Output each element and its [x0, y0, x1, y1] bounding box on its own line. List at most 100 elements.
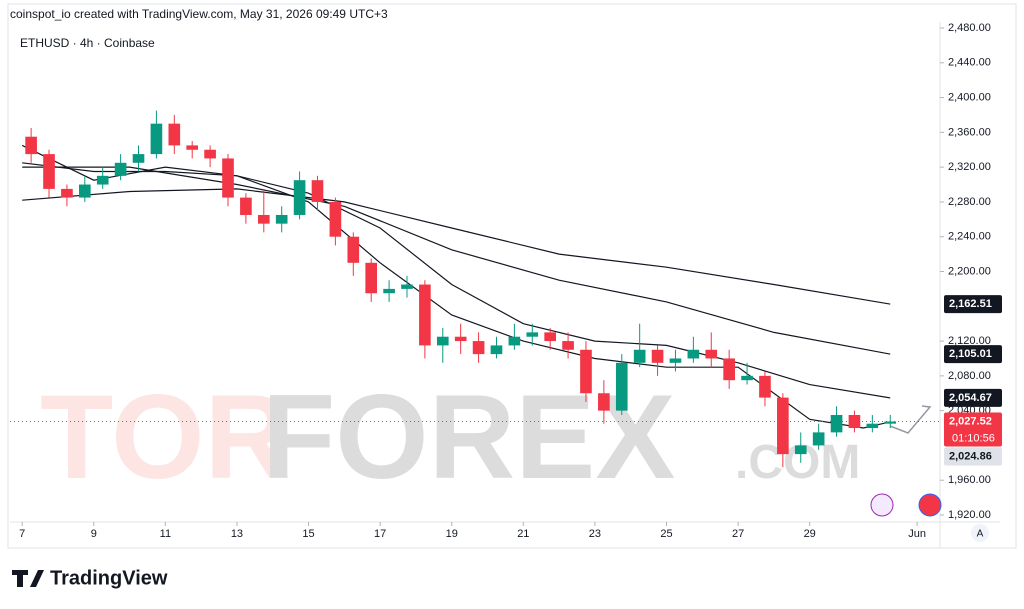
brand-logo: TradingView: [12, 567, 168, 589]
plot-area: [10, 110, 940, 468]
x-tick-label: 13: [231, 528, 243, 540]
candle-body: [436, 336, 449, 346]
countdown: 01:10:56: [952, 432, 995, 444]
candle-body: [598, 393, 610, 411]
candle-body: [168, 123, 181, 146]
candle-body: [25, 136, 37, 155]
candle-body: [669, 358, 682, 363]
candle-body: [633, 349, 646, 363]
candle-body: [490, 345, 503, 355]
candle-body: [884, 421, 897, 424]
moving-average: [22, 188, 891, 305]
candle-body: [562, 341, 574, 350]
candle-body: [329, 201, 342, 237]
y-tick-label: 2,480.00: [948, 22, 991, 34]
y-tick-label: 1,960.00: [948, 474, 991, 486]
brand-name: TradingView: [50, 567, 168, 589]
price-label-box: [944, 447, 1002, 466]
candle-body: [705, 349, 718, 359]
candle-body: [43, 154, 55, 189]
candle-body: [508, 336, 521, 346]
y-tick-label: 2,320.00: [948, 161, 991, 173]
chart-frame: [7, 3, 1017, 549]
candle-body: [615, 362, 628, 411]
candle-body: [830, 414, 843, 433]
y-tick-label: 1,920.00: [948, 509, 991, 521]
candle-body: [526, 332, 539, 337]
x-tick-label: 29: [804, 528, 816, 540]
projection-arrow: [889, 405, 932, 434]
x-tick-label: 7: [19, 528, 25, 540]
price-label-box: [944, 345, 1002, 364]
x-tick-label: 11: [160, 528, 171, 540]
price-label-box: [944, 412, 1002, 447]
candle-body: [293, 180, 306, 215]
symbol-info: ETHUSD · 4h · Coinbase: [20, 36, 155, 50]
candle-body: [472, 341, 485, 355]
candle-body: [150, 123, 163, 155]
x-tick-label: 23: [589, 528, 601, 540]
price-label: 2,024.86: [949, 450, 992, 462]
x-tick-label: 17: [374, 528, 386, 540]
candle-body: [311, 180, 324, 202]
price-label: 2,105.01: [949, 348, 992, 360]
candle-body: [759, 375, 771, 398]
candle-body: [401, 284, 413, 289]
candle-body: [114, 162, 127, 176]
country-icon[interactable]: [918, 493, 942, 517]
y-tick-label: 2,360.00: [948, 126, 991, 138]
x-tick-label: 21: [517, 528, 529, 540]
candle-body: [61, 188, 73, 198]
price-label-box: [944, 388, 1002, 407]
candle-body: [419, 284, 431, 346]
candle-body: [687, 349, 700, 359]
candle-body: [347, 236, 360, 263]
watermark-text: .COM: [735, 436, 860, 489]
candle-body: [275, 214, 288, 224]
moving-average: [22, 166, 891, 355]
watermark-text: FOREX: [262, 370, 675, 504]
x-tick-label: 25: [660, 528, 672, 540]
price-label: 2,027.52: [949, 415, 992, 427]
candle-body: [186, 145, 199, 150]
moving-average: [21, 144, 891, 429]
candle-body: [454, 336, 467, 342]
y-tick-label: 2,440.00: [948, 57, 991, 69]
price-label-box: [944, 295, 1002, 314]
candle-body: [777, 397, 789, 455]
candle-body: [78, 184, 91, 198]
auto-button-label[interactable]: A: [977, 529, 984, 540]
candle-body: [132, 154, 145, 163]
candle-body: [794, 445, 807, 455]
x-tick-label: 19: [446, 528, 458, 540]
price-label: 2,054.67: [949, 392, 992, 404]
candle-body: [651, 349, 664, 363]
price-label: 2,162.51: [949, 298, 992, 310]
candle-body: [257, 214, 270, 224]
watermark: TOR FOREX .COM: [40, 370, 860, 504]
y-tick-label: 2,080.00: [948, 370, 991, 382]
x-tick-label: 15: [302, 528, 314, 540]
moving-average: [22, 162, 891, 399]
candle-body: [96, 175, 109, 185]
candle-body: [383, 288, 395, 294]
candle-body: [222, 158, 234, 198]
candle-body: [204, 149, 216, 159]
attribution: coinspot_io created with TradingView.com…: [10, 7, 388, 21]
auto-button[interactable]: [971, 524, 989, 542]
candle-body: [723, 358, 735, 381]
candle-body: [741, 375, 753, 381]
x-tick-label: Jun: [908, 528, 926, 540]
y-tick-label: 2,400.00: [948, 91, 991, 103]
candle-body: [365, 262, 378, 294]
y-tick-label: 2,120.00: [948, 335, 991, 347]
y-tick-label: 2,280.00: [948, 196, 991, 208]
y-tick-label: 2,200.00: [948, 265, 991, 277]
event-icon[interactable]: [870, 493, 894, 517]
candle-body: [240, 197, 252, 215]
x-tick-label: 27: [732, 528, 744, 540]
candle-body: [866, 423, 879, 429]
candle-body: [812, 432, 825, 446]
candle-body: [544, 332, 556, 342]
